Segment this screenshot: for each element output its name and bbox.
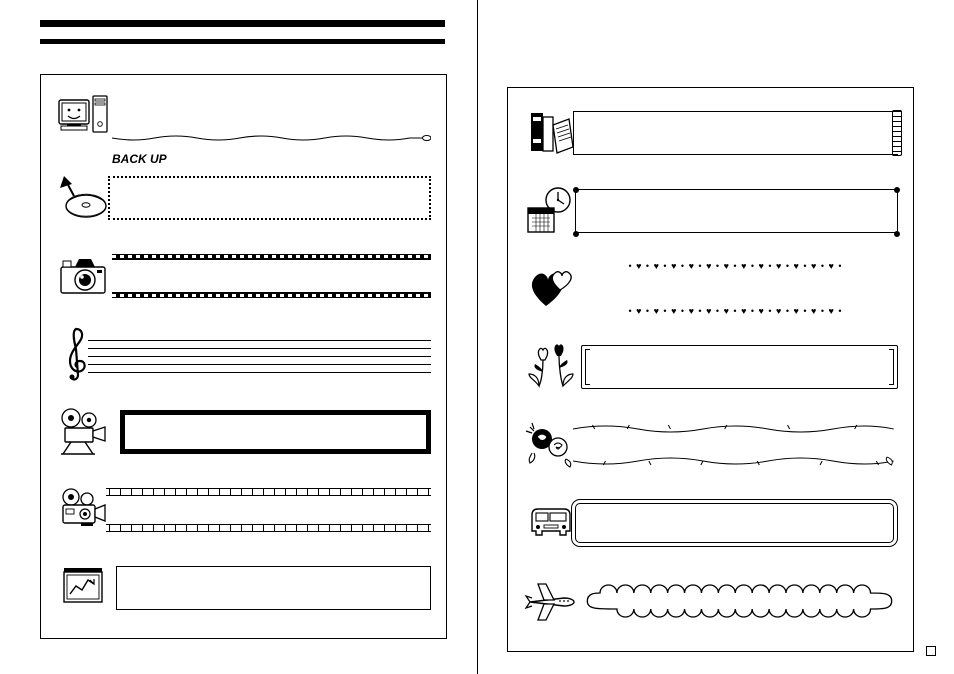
label-row-books — [523, 103, 898, 163]
label-row-hearts — [523, 259, 898, 319]
header-bar-thick — [40, 20, 445, 27]
label-row-projector — [56, 402, 431, 462]
hearts-icon — [523, 261, 579, 317]
label-row-backup: BACK UP — [56, 168, 431, 228]
treble-clef-icon — [56, 326, 96, 382]
label-area-projector — [120, 410, 431, 454]
label-area-camcorder — [106, 488, 431, 532]
label-row-music — [56, 324, 431, 384]
left-column: BACK UP — [0, 0, 477, 674]
label-row-camera — [56, 246, 431, 306]
label-area-tulips — [581, 345, 898, 389]
label-area-schedule — [575, 189, 898, 233]
airplane-icon — [523, 573, 579, 629]
label-row-camcorder — [56, 480, 431, 540]
roses-icon — [523, 417, 579, 473]
label-area-backup — [108, 176, 431, 220]
label-area-roses — [573, 423, 898, 467]
camcorder-icon — [56, 482, 112, 538]
label-row-schedule — [523, 181, 898, 241]
books-icon — [523, 105, 579, 161]
right-panel — [507, 87, 914, 652]
label-row-car — [523, 493, 898, 553]
label-area-chart — [116, 566, 431, 610]
left-panel: BACK UP — [40, 74, 447, 639]
backup-text: BACK UP — [112, 152, 167, 166]
header-bars — [40, 20, 447, 44]
label-area-hearts — [573, 267, 898, 311]
label-area-camera — [112, 254, 431, 298]
chart-icon — [56, 560, 112, 616]
computer-icon — [56, 92, 112, 148]
label-area-car — [575, 503, 894, 543]
label-area-airplane — [581, 579, 898, 623]
clock-calendar-icon — [523, 183, 579, 239]
label-row-roses — [523, 415, 898, 475]
label-row-tulips — [523, 337, 898, 397]
camera-icon — [56, 248, 112, 304]
car-icon — [523, 495, 579, 551]
label-row-chart — [56, 558, 431, 618]
header-bar-medium — [40, 39, 445, 44]
label-area-computer — [112, 98, 431, 142]
disc-icon — [56, 170, 112, 226]
label-area-books — [573, 111, 898, 155]
label-area-music — [88, 332, 431, 376]
projector-icon — [56, 404, 112, 460]
page-marker — [926, 646, 936, 656]
tulips-icon — [523, 339, 579, 395]
label-template-page: BACK UP — [0, 0, 954, 674]
label-row-airplane — [523, 571, 898, 631]
label-row-computer — [56, 90, 431, 150]
right-column — [477, 0, 954, 674]
